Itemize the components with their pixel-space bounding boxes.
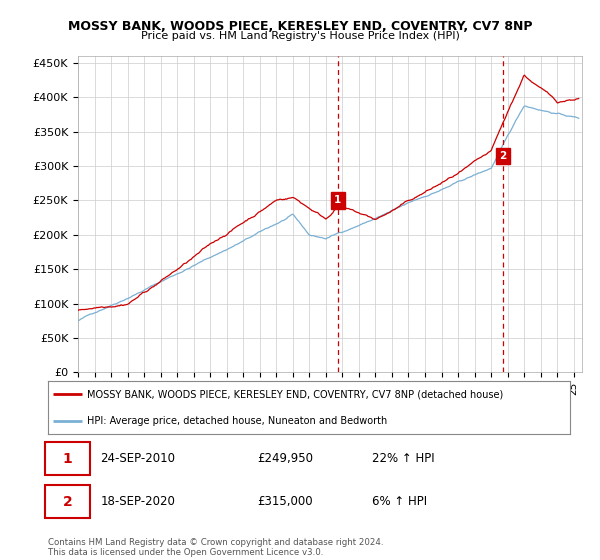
FancyBboxPatch shape: [46, 485, 90, 519]
Text: MOSSY BANK, WOODS PIECE, KERESLEY END, COVENTRY, CV7 8NP (detached house): MOSSY BANK, WOODS PIECE, KERESLEY END, C…: [87, 389, 503, 399]
FancyBboxPatch shape: [46, 442, 90, 475]
Text: £249,950: £249,950: [257, 452, 313, 465]
Text: MOSSY BANK, WOODS PIECE, KERESLEY END, COVENTRY, CV7 8NP: MOSSY BANK, WOODS PIECE, KERESLEY END, C…: [68, 20, 532, 32]
Text: 2: 2: [499, 151, 506, 161]
Text: 22% ↑ HPI: 22% ↑ HPI: [371, 452, 434, 465]
Text: 6% ↑ HPI: 6% ↑ HPI: [371, 495, 427, 508]
Text: 1: 1: [334, 195, 341, 206]
Text: 1: 1: [62, 451, 72, 466]
Text: 18-SEP-2020: 18-SEP-2020: [100, 495, 175, 508]
Text: 24-SEP-2010: 24-SEP-2010: [100, 452, 175, 465]
Text: HPI: Average price, detached house, Nuneaton and Bedworth: HPI: Average price, detached house, Nune…: [87, 416, 388, 426]
Text: 2: 2: [62, 495, 72, 508]
Text: Contains HM Land Registry data © Crown copyright and database right 2024.
This d: Contains HM Land Registry data © Crown c…: [48, 538, 383, 557]
Text: Price paid vs. HM Land Registry's House Price Index (HPI): Price paid vs. HM Land Registry's House …: [140, 31, 460, 41]
Text: £315,000: £315,000: [257, 495, 313, 508]
